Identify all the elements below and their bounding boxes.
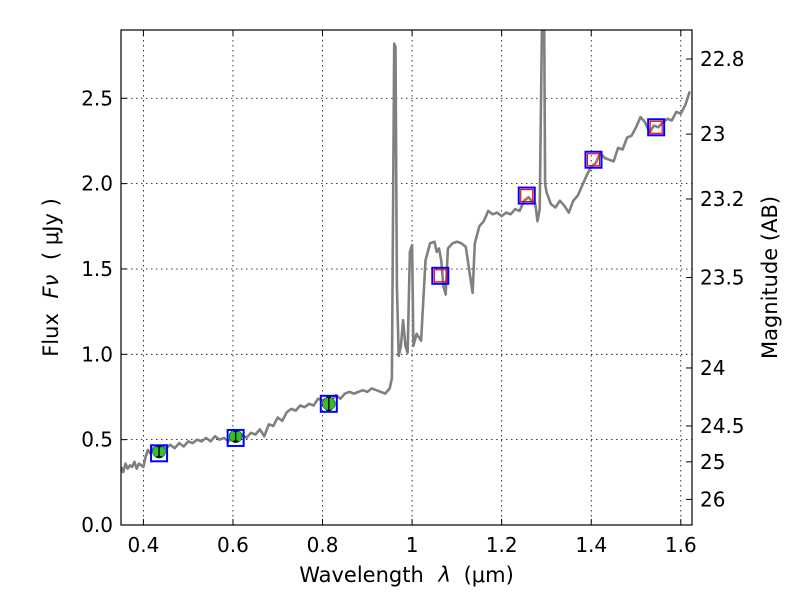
model-photometry-red-square: [433, 269, 447, 283]
model-photometry-blue-square: [226, 428, 245, 447]
model-spectrum-line: [121, 30, 692, 474]
plot-frame: [120, 29, 693, 526]
model-photometry-red-square: [649, 120, 663, 134]
y2-axis-label: Magnitude (AB): [758, 196, 782, 359]
x-tick-label: 1.2: [486, 533, 518, 557]
y2-tick-label: 24.5: [700, 414, 745, 438]
x-tick-label: 1: [406, 533, 419, 557]
x-tick-label: 1.6: [665, 533, 697, 557]
spectrum-layer: [121, 30, 692, 474]
axis-ticks: 0.4 0.6 0.8 1 1.2 1.4 1.6 0.0 0.5 1.0 1.5 2.0 2.5 22.…: [81, 30, 745, 557]
y-tick-label: 2.0: [81, 172, 113, 196]
model-photometry-blue-square: [517, 186, 536, 205]
model-photometry-blue-square: [647, 118, 666, 137]
x-axis-label: Wavelength λ (μm): [299, 563, 514, 587]
model-photometry-blue-square: [431, 266, 450, 285]
model-photometry-blue-square: [319, 394, 338, 413]
y-tick-label: 0.0: [81, 513, 113, 537]
y-tick-label: 1.0: [81, 342, 113, 366]
y2-tick-label: 23.2: [700, 187, 745, 211]
x-tick-label: 0.6: [217, 533, 249, 557]
y-tick-label: 2.5: [81, 86, 113, 110]
y2-tick-label: 23.5: [700, 266, 745, 290]
y2-tick-label: 23: [700, 122, 725, 146]
y2-tick-label: 24: [700, 356, 725, 380]
x-tick-label: 0.8: [307, 533, 339, 557]
grid: [121, 30, 692, 526]
photometry-markers: [150, 118, 666, 463]
model-photometry-red-square: [586, 153, 601, 167]
model-photometry-blue-square: [150, 444, 169, 463]
y2-tick-label: 22.8: [700, 47, 745, 71]
model-photometry-red-square: [520, 188, 534, 203]
x-tick-label: 1.4: [575, 533, 607, 557]
y-tick-label: 1.5: [81, 257, 113, 281]
y2-tick-label: 26: [700, 487, 725, 511]
model-photometry-blue-square: [584, 150, 603, 169]
y-axis-label: Flux Fν ( μJy ): [39, 198, 63, 357]
y2-tick-label: 25: [700, 450, 725, 474]
y-tick-label: 0.5: [81, 428, 113, 452]
x-tick-label: 0.4: [127, 533, 159, 557]
